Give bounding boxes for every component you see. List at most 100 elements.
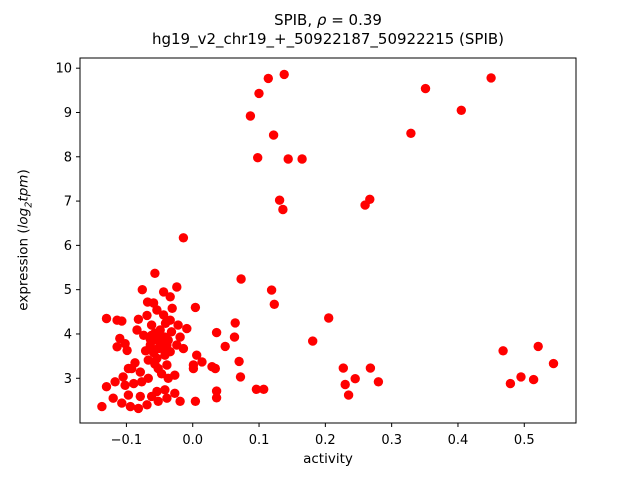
data-point xyxy=(112,342,122,352)
data-point xyxy=(150,359,160,369)
data-point xyxy=(170,370,180,380)
data-point xyxy=(148,298,159,308)
data-point xyxy=(160,385,170,395)
data-point xyxy=(117,398,127,408)
data-point xyxy=(528,374,539,385)
data-point xyxy=(505,378,516,389)
data-point xyxy=(101,382,112,392)
data-point xyxy=(245,111,256,121)
data-point xyxy=(350,374,360,384)
y-tick-label: 8 xyxy=(64,150,72,165)
data-point xyxy=(533,341,543,352)
data-point xyxy=(172,282,182,292)
data-point xyxy=(259,384,269,394)
data-point xyxy=(158,287,169,297)
data-point xyxy=(308,336,318,346)
data-point xyxy=(338,363,348,373)
data-point xyxy=(324,313,334,323)
data-point xyxy=(365,194,375,204)
data-point xyxy=(155,332,165,343)
data-point xyxy=(197,357,207,367)
data-point xyxy=(297,154,307,164)
data-point xyxy=(122,345,132,356)
data-point xyxy=(143,373,153,383)
data-point xyxy=(137,285,147,295)
data-point xyxy=(456,105,466,116)
data-point xyxy=(97,401,107,412)
data-point xyxy=(170,388,180,398)
y-tick-label: 7 xyxy=(64,195,72,210)
data-point xyxy=(211,386,222,396)
data-point xyxy=(253,153,263,163)
data-point xyxy=(135,391,145,402)
data-point xyxy=(130,358,140,368)
data-point xyxy=(251,384,262,394)
data-point xyxy=(178,343,189,354)
title-rho-value: = 0.39 xyxy=(326,11,382,29)
x-tick-label: 0.4 xyxy=(448,433,469,448)
y-tick-label: 5 xyxy=(64,283,72,298)
data-point xyxy=(162,393,172,403)
data-point xyxy=(283,154,293,164)
title-gene: SPIB, xyxy=(274,11,317,29)
data-point xyxy=(158,344,169,355)
data-point xyxy=(274,195,285,205)
data-point xyxy=(110,377,120,387)
chart-title: SPIB, ρ = 0.39 hg19_v2_chr19_+_50922187_… xyxy=(80,11,576,49)
data-point xyxy=(142,310,152,321)
x-tick-label: 0.3 xyxy=(381,433,402,448)
data-point xyxy=(152,305,162,315)
data-point xyxy=(192,350,202,360)
data-point xyxy=(123,390,134,400)
data-point xyxy=(173,320,183,330)
data-point xyxy=(406,128,416,138)
data-point xyxy=(266,285,277,295)
data-point xyxy=(165,315,175,325)
data-point xyxy=(118,372,128,382)
x-tick-label: 0.2 xyxy=(315,433,336,448)
data-point xyxy=(120,380,130,390)
data-point xyxy=(343,390,354,400)
data-point xyxy=(420,83,431,94)
data-point xyxy=(229,332,240,342)
data-point xyxy=(268,130,279,140)
plot-frame xyxy=(79,57,577,424)
data-point xyxy=(123,363,134,374)
chart-title-line2: hg19_v2_chr19_+_50922187_50922215 (SPIB) xyxy=(151,30,505,48)
data-point xyxy=(211,327,222,338)
data-point xyxy=(278,204,288,215)
data-point xyxy=(220,341,230,352)
data-point xyxy=(234,356,244,367)
data-point xyxy=(365,363,376,373)
y-tick-label: 10 xyxy=(55,62,72,77)
data-point xyxy=(373,377,384,387)
data-point xyxy=(129,378,139,389)
data-point xyxy=(269,299,279,309)
data-point xyxy=(158,310,169,320)
data-point xyxy=(236,274,246,284)
data-point xyxy=(486,73,496,83)
data-point xyxy=(516,372,526,382)
x-axis-label: activity xyxy=(303,451,353,467)
data-point xyxy=(135,367,145,377)
data-point xyxy=(210,363,220,374)
data-point xyxy=(125,401,136,412)
data-point xyxy=(140,346,151,356)
data-point xyxy=(133,314,144,324)
x-tick-label: 0.5 xyxy=(514,433,535,448)
data-point xyxy=(133,403,144,414)
data-point xyxy=(175,396,185,406)
data-point xyxy=(152,386,162,397)
data-point xyxy=(142,400,152,410)
x-tick-label: 0.1 xyxy=(249,433,270,448)
data-point xyxy=(498,346,508,356)
data-point xyxy=(254,88,264,99)
data-point xyxy=(279,69,289,80)
data-point xyxy=(211,393,222,403)
x-tick-label: −0.1 xyxy=(111,433,143,448)
y-tick-label: 6 xyxy=(64,239,72,254)
data-point xyxy=(145,334,155,344)
data-point xyxy=(548,358,559,369)
